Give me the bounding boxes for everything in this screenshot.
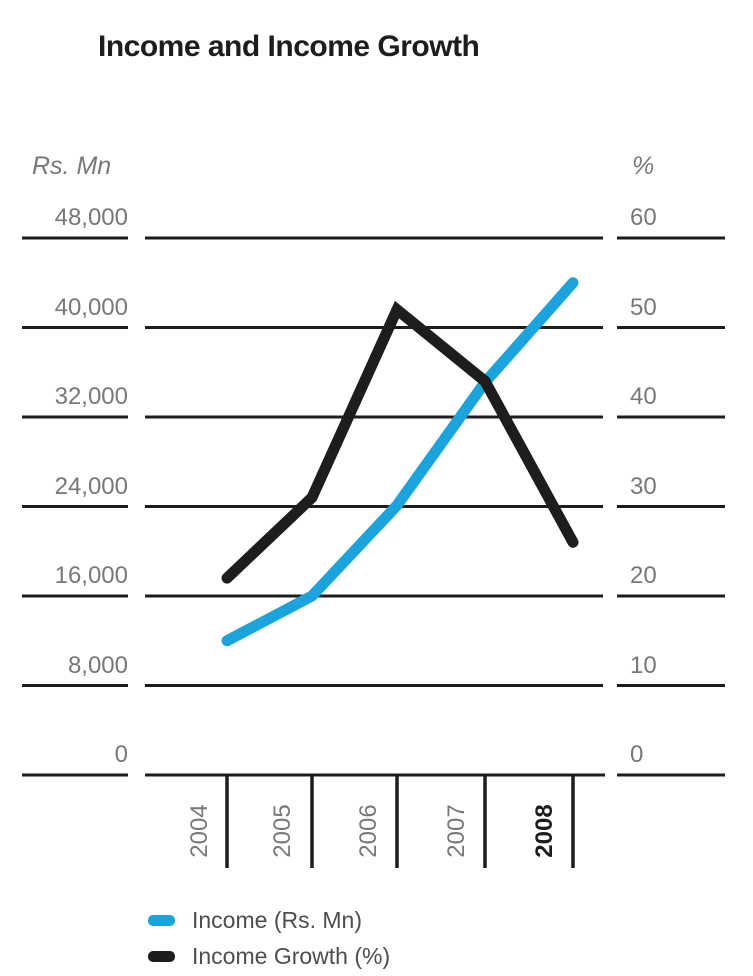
right-axis-tick-label: 10	[630, 651, 657, 679]
legend: Income (Rs. Mn) Income Growth (%)	[148, 902, 390, 974]
left-axis-tick-label: 40,000	[54, 293, 128, 321]
series-line-income	[221, 277, 579, 647]
right-axis-tick-label: 60	[630, 204, 657, 231]
right-axis-tick-label: 20	[630, 562, 657, 589]
left-axis-unit-label: Rs. Mn	[32, 152, 112, 180]
right-axis-tick-label: 50	[630, 293, 657, 321]
left-axis-tick-label: 16,000	[54, 562, 128, 589]
series-line-income-growth	[221, 300, 579, 584]
income-growth-legend-swatch	[148, 950, 175, 962]
income-legend-label: Income (Rs. Mn)	[192, 906, 362, 933]
left-axis-tick-label: 24,000	[54, 472, 128, 500]
chart-title: Income and Income Growth	[98, 30, 480, 63]
left-axis-tick-label: 48,000	[54, 204, 128, 231]
right-axis-tick-label: 0	[630, 741, 644, 768]
x-axis-year-label: 2005	[269, 804, 296, 858]
right-axis-tick-label: 30	[630, 472, 657, 500]
right-axis-unit-label: %	[632, 152, 655, 180]
x-axis-year-label: 2004	[186, 804, 213, 858]
x-axis-year-label: 2006	[355, 804, 382, 858]
left-axis-tick-label: 8,000	[67, 651, 128, 679]
x-axis-year-label: 2008	[531, 804, 558, 858]
legend-item-income-growth: Income Growth (%)	[148, 938, 390, 974]
income-legend-swatch	[148, 914, 175, 926]
left-axis-tick-label: 32,000	[54, 383, 128, 410]
right-axis-tick-label: 40	[630, 383, 657, 410]
income-growth-legend-label: Income Growth (%)	[192, 942, 391, 969]
left-axis-tick-label: 0	[114, 741, 128, 768]
legend-item-income: Income (Rs. Mn)	[148, 902, 390, 938]
x-axis-year-label: 2007	[443, 804, 470, 858]
